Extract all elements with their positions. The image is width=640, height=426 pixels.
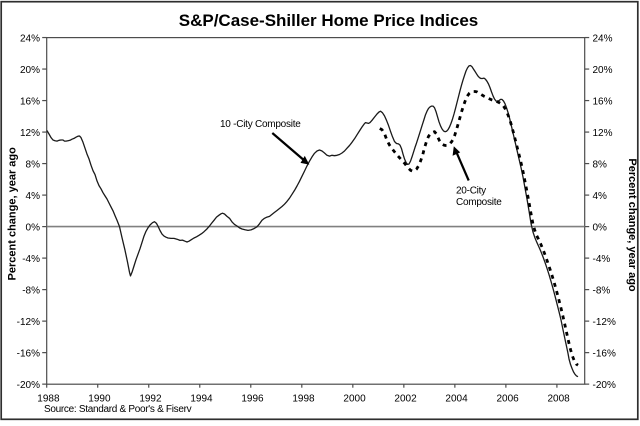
svg-text:8%: 8% (26, 159, 41, 170)
svg-text:-4%: -4% (593, 254, 611, 265)
svg-text:1992: 1992 (139, 394, 162, 405)
svg-text:1996: 1996 (241, 394, 264, 405)
svg-text:Composite: Composite (456, 197, 502, 208)
svg-text:-20%: -20% (593, 380, 616, 391)
svg-text:2006: 2006 (496, 394, 519, 405)
svg-text:10 -City Composite: 10 -City Composite (220, 119, 301, 130)
svg-text:-16%: -16% (17, 348, 40, 359)
svg-text:20%: 20% (20, 65, 40, 76)
svg-text:-12%: -12% (593, 317, 616, 328)
svg-text:S&P/Case-Shiller Home Price In: S&P/Case-Shiller Home Price Indices (179, 11, 479, 30)
svg-text:4%: 4% (26, 191, 41, 202)
svg-text:20%: 20% (593, 65, 613, 76)
svg-text:-12%: -12% (17, 317, 40, 328)
svg-text:0%: 0% (593, 222, 608, 233)
svg-text:-4%: -4% (22, 254, 40, 265)
svg-text:1994: 1994 (190, 394, 213, 405)
svg-text:2002: 2002 (394, 394, 417, 405)
svg-text:12%: 12% (593, 128, 613, 139)
svg-text:Source: Standard & Poor's & Fi: Source: Standard & Poor's & Fiserv (44, 404, 192, 415)
svg-text:-20%: -20% (17, 380, 40, 391)
svg-text:-8%: -8% (593, 285, 611, 296)
svg-text:1998: 1998 (292, 394, 315, 405)
svg-text:2008: 2008 (547, 394, 570, 405)
svg-text:16%: 16% (593, 96, 613, 107)
svg-text:12%: 12% (20, 128, 40, 139)
svg-text:20-City: 20-City (456, 186, 486, 197)
svg-text:Percent change, year ago: Percent change, year ago (626, 158, 638, 292)
svg-text:1988: 1988 (37, 394, 60, 405)
svg-text:1990: 1990 (88, 394, 111, 405)
svg-text:2000: 2000 (343, 394, 366, 405)
svg-text:4%: 4% (593, 191, 608, 202)
svg-text:24%: 24% (593, 33, 613, 44)
svg-text:2004: 2004 (445, 394, 468, 405)
svg-text:0%: 0% (26, 222, 41, 233)
svg-text:-8%: -8% (22, 285, 40, 296)
svg-text:16%: 16% (20, 96, 40, 107)
svg-text:24%: 24% (20, 33, 40, 44)
svg-text:Percent change, year ago: Percent change, year ago (7, 147, 19, 281)
svg-text:-16%: -16% (593, 348, 616, 359)
svg-text:8%: 8% (593, 159, 608, 170)
